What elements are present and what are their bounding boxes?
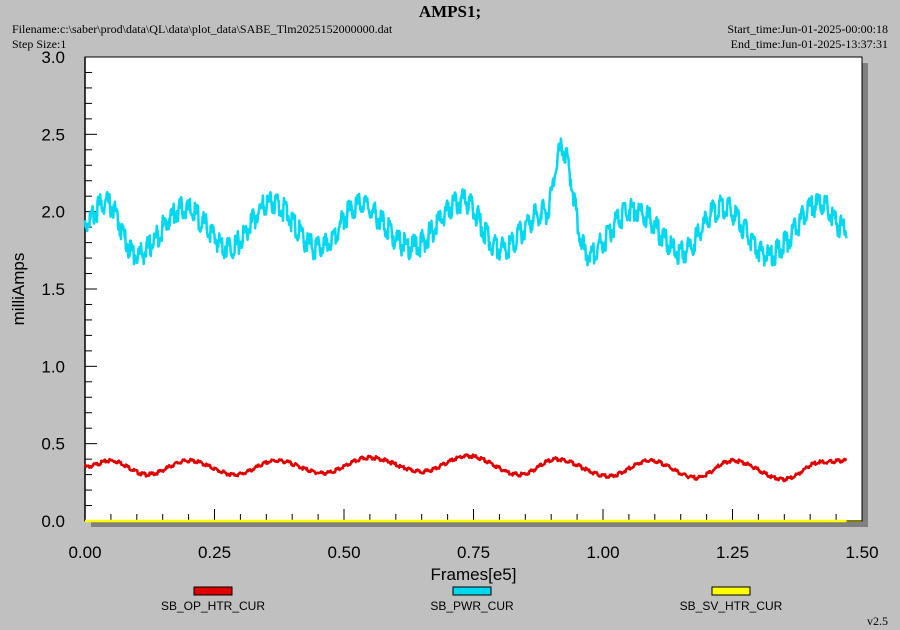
y-tick-label: 1.0 bbox=[41, 357, 65, 376]
legend-swatch bbox=[711, 586, 751, 596]
filename-label: Filename:c:\saber\prod\data\QL\data\plot… bbox=[12, 22, 393, 36]
y-tick-label: 2.0 bbox=[41, 203, 65, 222]
x-tick-label: 0.25 bbox=[198, 543, 231, 562]
x-tick-label: 1.25 bbox=[716, 543, 749, 562]
legend-label: SB_SV_HTR_CUR bbox=[680, 599, 783, 613]
x-tick-label: 1.00 bbox=[586, 543, 619, 562]
series-line-sb-pwr-cur bbox=[83, 137, 848, 267]
y-tick-label: 0.5 bbox=[41, 435, 65, 454]
y-tick-label: 2.5 bbox=[41, 125, 65, 144]
start-time-label: Start_time:Jun-01-2025-00:00:18 bbox=[727, 22, 888, 36]
y-tick-label: 3.0 bbox=[41, 48, 65, 67]
x-axis-title: Frames[e5] bbox=[431, 565, 517, 584]
legend-label: SB_PWR_CUR bbox=[430, 599, 514, 613]
version-label: v2.5 bbox=[867, 614, 888, 628]
x-tick-label: 0.75 bbox=[457, 543, 490, 562]
legend-swatch bbox=[193, 586, 233, 596]
legend: SB_OP_HTR_CUR SB_PWR_CUR SB_SV_HTR_CUR bbox=[161, 586, 783, 613]
chart-title: AMPS1; bbox=[418, 2, 482, 21]
x-tick-label: 0.50 bbox=[327, 543, 360, 562]
x-tick-label: 0.00 bbox=[68, 543, 101, 562]
y-tick-label: 1.5 bbox=[41, 280, 65, 299]
end-time-label: End_time:Jun-01-2025-13:37:31 bbox=[730, 37, 888, 51]
series-line-sb-op-htr-cur bbox=[83, 453, 848, 483]
y-tick-label: 0.0 bbox=[41, 512, 65, 531]
y-axis-title: milliAmps bbox=[9, 253, 28, 326]
x-tick-label: 1.50 bbox=[845, 543, 878, 562]
series-layer bbox=[83, 137, 848, 523]
step-size-label: Step Size:1 bbox=[12, 37, 67, 51]
legend-label: SB_OP_HTR_CUR bbox=[161, 599, 265, 613]
legend-swatch bbox=[452, 586, 492, 596]
plot-area bbox=[84, 56, 863, 522]
